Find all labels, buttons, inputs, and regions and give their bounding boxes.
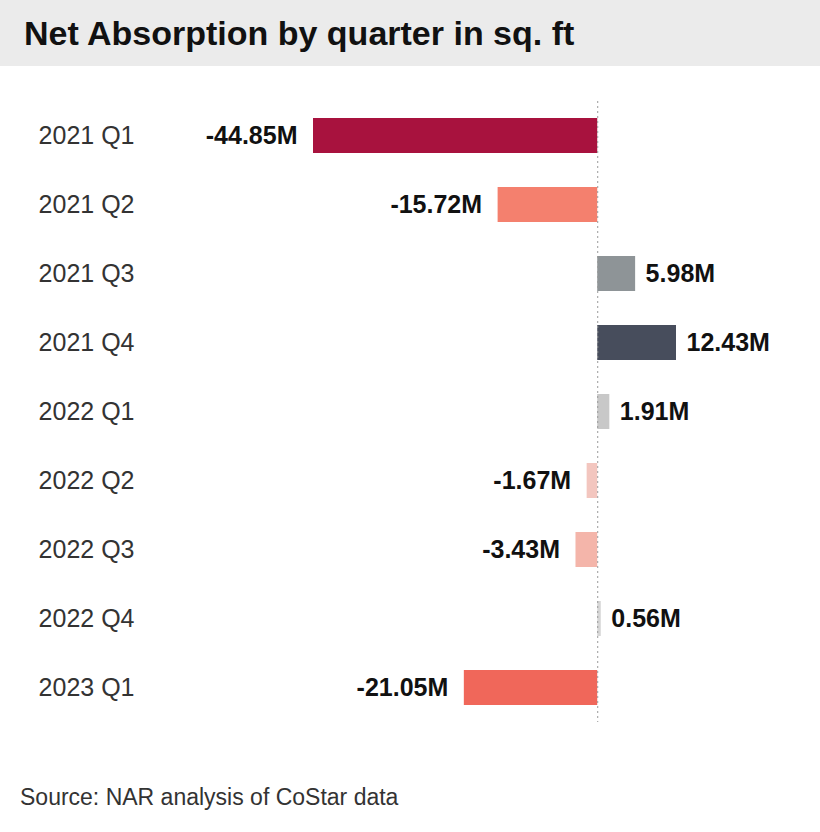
svg-text:2021 Q2: 2021 Q2 — [39, 190, 135, 218]
svg-text:5.98M: 5.98M — [646, 259, 715, 287]
svg-text:-15.72M: -15.72M — [390, 190, 482, 218]
svg-text:12.43M: 12.43M — [687, 328, 770, 356]
html-text:Source: NAR analysis of CoStar: Source: NAR analysis of CoStar data — [20, 784, 399, 810]
html-text:Net Absorption by quarter in s: Net Absorption by quarter in sq. ft — [24, 13, 575, 52]
svg-text:1.91M: 1.91M — [620, 397, 689, 425]
svg-text:2022 Q4: 2022 Q4 — [39, 604, 135, 632]
svg-text:2021 Q4: 2021 Q4 — [39, 328, 135, 356]
svg-text:2023 Q1: 2023 Q1 — [39, 673, 135, 701]
svg-text:-1.67M: -1.67M — [493, 466, 571, 494]
svg-text:-44.85M: -44.85M — [206, 121, 298, 149]
svg-text:2022 Q2: 2022 Q2 — [39, 466, 135, 494]
svg-text:2021 Q1: 2021 Q1 — [39, 121, 135, 149]
svg-text:2022 Q1: 2022 Q1 — [39, 397, 135, 425]
svg-text:2021 Q3: 2021 Q3 — [39, 259, 135, 287]
svg-text:-3.43M: -3.43M — [482, 535, 560, 563]
svg-text:2022 Q3: 2022 Q3 — [39, 535, 135, 563]
svg-text:-21.05M: -21.05M — [357, 673, 449, 701]
svg-text:0.56M: 0.56M — [611, 604, 680, 632]
